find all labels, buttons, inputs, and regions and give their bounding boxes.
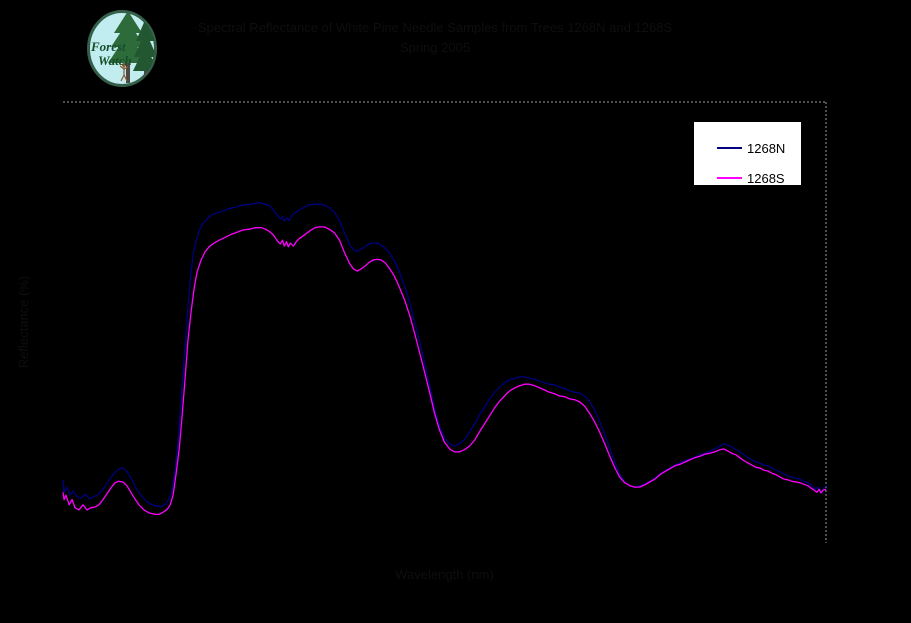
legend-box: 1268N 1268S	[693, 121, 802, 186]
x-axis-label: Wavelength (nm)	[395, 567, 494, 582]
y-axis-label: Reflectance (%)	[16, 275, 31, 369]
legend-label-1268N: 1268N	[747, 140, 786, 156]
forest-watch-logo: Forest Watch	[86, 9, 158, 88]
logo-text-forest: Forest	[90, 39, 126, 54]
forest-watch-logo-graphic: Forest Watch	[87, 10, 157, 87]
legend-label-1268S: 1268S	[747, 170, 785, 186]
logo-text-watch: Watch	[98, 53, 132, 68]
legend-entry-1268N: 1268N	[694, 133, 801, 163]
series-line-1268S	[62, 226, 827, 515]
legend-line-sample-1268N	[717, 147, 742, 149]
chart-title: Spectral Reflectance of White Pine Needl…	[197, 20, 673, 35]
series-line-1268N	[62, 202, 827, 507]
legend-entry-1268S: 1268S	[694, 163, 801, 193]
chart-subtitle: Spring 2005	[399, 40, 471, 55]
climber-icon	[119, 63, 129, 82]
legend-line-sample-1268S	[717, 177, 742, 179]
chart-title-block: Spectral Reflectance of White Pine Needl…	[0, 18, 870, 58]
